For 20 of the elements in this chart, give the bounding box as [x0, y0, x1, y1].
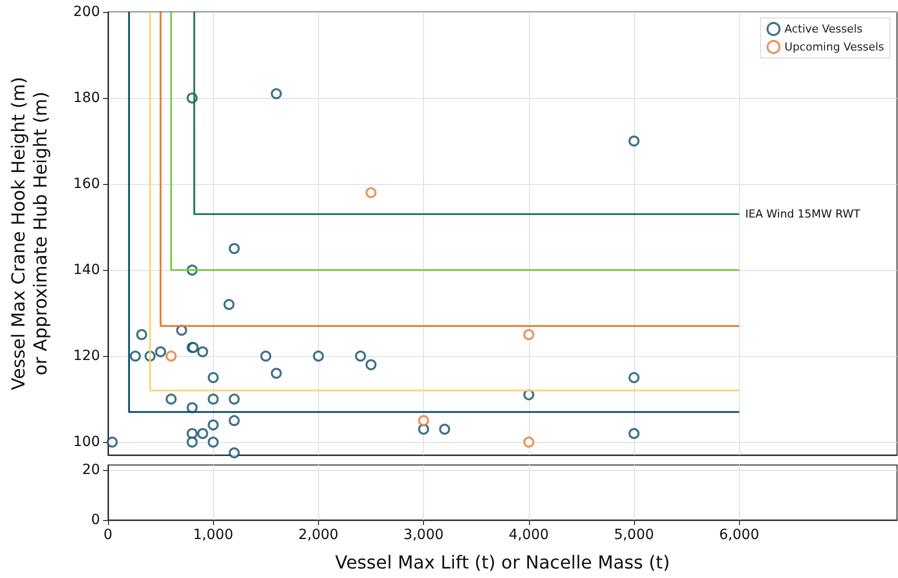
y-tick-label: 120 [73, 348, 100, 364]
x-tick-label: 4,000 [508, 527, 549, 543]
x-tick-label: 6,000 [719, 527, 760, 543]
y-axis-title: Vessel Max Crane Hook Height (m) or Approximate Hub Height (m) [8, 76, 52, 390]
legend-label: Active Vessels [784, 22, 863, 36]
x-tick-label: 2,000 [298, 527, 338, 543]
y-tick-label: 20 [82, 462, 100, 478]
y-tick-label: 160 [73, 176, 100, 192]
x-tick-label: 1,000 [193, 527, 234, 543]
y-tick-label: 200 [73, 4, 100, 20]
x-axis-title: Vessel Max Lift (t) or Nacelle Mass (t) [335, 552, 670, 574]
x-tick-label: 3,000 [404, 527, 444, 543]
series-label: IEA Wind 15MW RWT [745, 208, 860, 221]
y-tick-label: 140 [73, 262, 100, 278]
y-tick-label: 180 [73, 90, 100, 106]
y-tick-label: 0 [91, 512, 100, 528]
legend-label: Upcoming Vessels [784, 40, 884, 54]
x-tick-label: 0 [104, 527, 112, 543]
x-tick-label: 5,000 [614, 527, 654, 543]
y-tick-label: 100 [73, 434, 100, 450]
